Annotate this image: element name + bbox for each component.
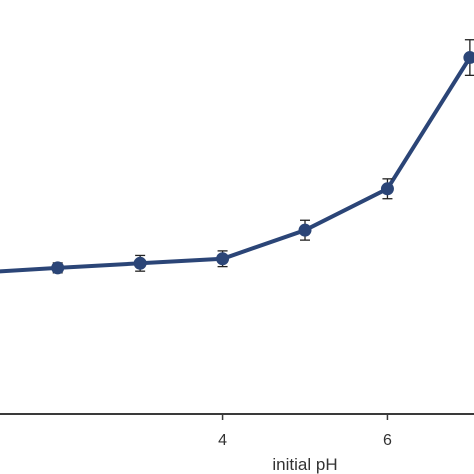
data-point	[51, 261, 65, 275]
data-point	[216, 252, 230, 266]
data-point	[463, 51, 474, 65]
x-tick-label: 6	[383, 432, 392, 449]
data-point	[133, 256, 147, 270]
data-point	[380, 182, 394, 196]
plot-area	[0, 39, 474, 275]
x-tick-label: 4	[218, 432, 227, 449]
series-line	[0, 55, 472, 274]
data-point	[298, 223, 312, 237]
x-axis-label: initial pH	[272, 455, 337, 474]
